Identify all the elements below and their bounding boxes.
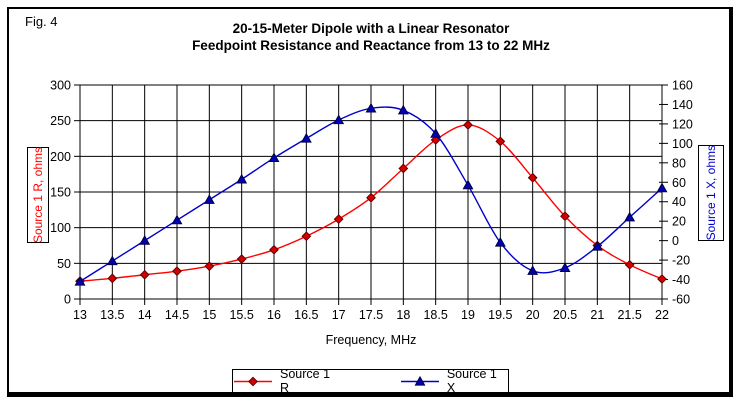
data-point-marker [657,274,667,284]
right-tick-label: -20 [672,254,690,268]
right-tick-label: 40 [672,195,686,209]
x-tick-label: 21.5 [617,308,641,322]
data-point-marker [560,211,570,222]
data-point-marker [139,269,150,280]
x-tick-label: 20.5 [553,308,577,322]
data-point-marker [495,136,506,147]
data-point-marker [397,104,409,115]
data-point-marker [366,192,376,203]
right-axis-title: Source 1 X, ohms [704,145,718,241]
right-tick-label: 60 [672,176,686,190]
data-point-marker [203,194,215,204]
x-tick-label: 22 [655,308,669,322]
gridlines [79,84,663,300]
data-point-marker [494,236,506,247]
data-point-marker [365,102,377,113]
data-point-marker [430,135,441,145]
x-tick-label: 17.5 [359,308,383,322]
x-axis-title: Frequency, MHz [325,333,417,347]
x-tick-label: 21 [590,308,604,322]
chart-title-line1: 20-15-Meter Dipole with a Linear Resonat… [232,21,510,36]
left-axis-title: Source 1 R, ohms [31,146,45,244]
x-tick-label: 19 [461,308,475,322]
axis-tick-labels: 0 50 100 150 200 250 300 -60 -40 -20 0 20 40 60 80 100 1… [50,79,693,323]
data-point-marker [300,132,312,143]
chart-title: 20-15-Meter Dipole with a Linear Resonat… [80,20,662,54]
data-point-marker [656,182,668,193]
x-tick-label: 20 [526,308,540,322]
x-tick-label: 17 [332,308,346,322]
data-point-marker [430,128,442,138]
right-tick-label: 20 [672,215,686,229]
right-tick-label: 0 [672,234,679,248]
chart-title-line2: Feedpoint Resistance and Reactance from … [192,38,550,53]
figure-number: Fig. 4 [25,14,58,29]
data-point-marker [269,244,279,255]
data-point-marker [624,259,635,270]
x-tick-label: 15 [202,308,216,322]
x-tick-label: 14.5 [165,308,189,322]
legend: Source 1 R Source 1 X [232,367,509,395]
legend-item-source-1-x: Source 1 X [400,367,508,395]
data-point-marker [106,255,118,266]
data-point-marker [333,214,344,225]
left-axis-title-box: Source 1 R, ohms [27,147,49,243]
x-tick-label: 15.5 [229,308,253,322]
data-point-marker [107,273,118,284]
x-tick-label: 19.5 [488,308,512,322]
data-point-marker [333,114,345,125]
legend-marker-source-1-r-icon [233,376,273,387]
right-tick-label: -40 [672,273,690,287]
x-tick-label: 18 [396,308,410,322]
x-tick-label: 16.5 [294,308,318,322]
x-tick-label: 13.5 [100,308,124,322]
right-tick-label: 120 [672,117,693,131]
data-point-marker [591,240,603,251]
data-point-marker [236,254,247,264]
left-tick-label: 250 [50,114,71,128]
x-tick-label: 16 [267,308,281,322]
x-tick-label: 13 [73,308,87,322]
data-point-marker [268,152,280,163]
left-tick-label: 50 [57,257,71,271]
right-tick-label: 80 [672,156,686,170]
right-axis-title-box: Source 1 X, ohms [698,145,724,241]
left-tick-label: 0 [64,293,71,307]
left-tick-label: 150 [50,186,71,200]
right-tick-label: 100 [672,137,693,151]
figure-frame [7,7,733,397]
series-source-1-x [74,102,668,286]
left-tick-label: 300 [50,79,71,93]
legend-label-source-1-x: Source 1 X [446,367,497,395]
data-point-marker [236,173,248,184]
data-point-marker [527,172,538,183]
data-point-marker [527,265,539,275]
data-point-marker [74,275,86,286]
data-point-marker [398,163,409,174]
legend-label-source-1-r: Source 1 R [280,367,331,395]
x-tick-label: 18.5 [423,308,447,322]
right-tick-label: -60 [672,293,690,307]
right-tick-label: 140 [672,98,693,112]
data-point-marker [624,211,636,222]
data-point-marker [204,261,215,272]
left-tick-label: 200 [50,150,71,164]
data-point-marker [139,235,151,245]
data-point-marker [559,262,571,272]
right-tick-label: 160 [672,79,693,93]
left-tick-label: 100 [50,221,71,235]
data-point-marker [172,266,182,277]
data-point-marker [463,120,473,130]
legend-marker-source-1-x-icon [400,375,440,387]
data-point-marker [171,214,183,225]
x-tick-label: 14 [138,308,152,322]
data-point-marker [462,179,474,190]
data-point-marker [301,231,312,242]
legend-item-source-1-r: Source 1 R [233,367,342,395]
